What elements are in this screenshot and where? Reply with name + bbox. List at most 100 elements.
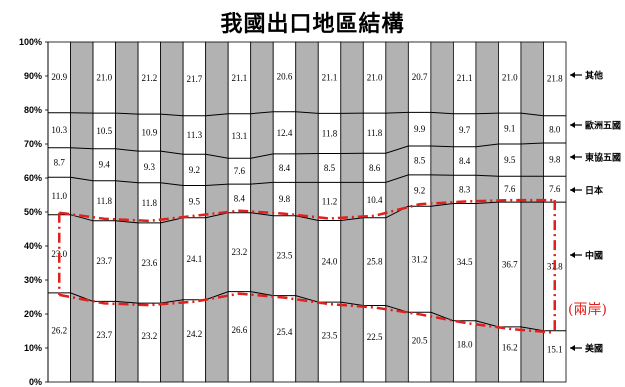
value-labels-layer: 26.2 23.7 23.2 24.2 26.6 25.4 23.5 22.5 20.5 18.0… — [51, 72, 563, 355]
value-label: 11.2 — [322, 196, 337, 206]
value-label: 23.2 — [141, 331, 157, 341]
y-tick-label: 30% — [24, 275, 42, 285]
value-label: 9.3 — [144, 162, 156, 172]
y-tick-label: 100% — [19, 37, 42, 47]
bar-17 — [430, 41, 454, 383]
y-tick-label: 80% — [24, 105, 42, 115]
y-tick-label: 0% — [29, 377, 42, 387]
value-label: 24.2 — [187, 329, 203, 339]
boundary-line-日本 — [48, 174, 566, 186]
y-tick-label: 10% — [24, 343, 42, 353]
annotation-bottom-line — [59, 292, 555, 334]
value-label: 9.2 — [414, 186, 425, 196]
value-label: 26.2 — [51, 326, 67, 336]
value-label: 23.6 — [141, 258, 157, 268]
value-label: 11.8 — [97, 196, 113, 206]
value-label: 9.9 — [414, 124, 426, 134]
legend-label: 東協五國 — [585, 152, 621, 164]
boundary-lines-layer — [48, 111, 566, 332]
y-tick-label: 40% — [24, 241, 42, 251]
legend-label: 美國 — [585, 343, 603, 355]
bar-11 — [295, 41, 319, 383]
value-label: 21.0 — [502, 72, 518, 82]
value-label: 7.6 — [549, 184, 561, 194]
value-label: 11.8 — [367, 128, 383, 138]
value-label: 8.4 — [459, 156, 471, 166]
y-axis: 0% 10% 20% 30% 40% 50% 60% 70% 80% 90% 100% — [19, 37, 49, 387]
boundary-line-美國 — [48, 291, 566, 332]
legend-arrow-head — [570, 187, 575, 193]
annotation-top-line — [59, 198, 555, 223]
value-label: 20.5 — [412, 335, 428, 345]
value-label: 23.7 — [96, 256, 112, 266]
bars-layer — [47, 41, 567, 383]
value-label: 13.1 — [232, 131, 248, 141]
value-label: 20.7 — [412, 72, 428, 82]
value-label: 9.8 — [279, 194, 291, 204]
value-label: 9.7 — [459, 125, 471, 135]
value-label: 36.7 — [502, 260, 518, 270]
value-label: 11.8 — [142, 198, 158, 208]
value-label: 10.5 — [96, 126, 112, 136]
value-label: 22.5 — [367, 332, 383, 342]
value-label: 10.3 — [51, 125, 67, 135]
value-label: 21.8 — [547, 74, 563, 84]
chart-title: 我國出口地區結構 — [220, 12, 405, 37]
value-label: 11.0 — [52, 191, 68, 201]
value-label: 8.5 — [414, 155, 426, 165]
y-tick-label: 20% — [24, 309, 42, 319]
annotation-layer: (兩岸) — [58, 198, 607, 334]
bar-1 — [70, 41, 94, 383]
value-label: 23.5 — [322, 330, 338, 340]
value-label: 7.6 — [234, 166, 246, 176]
bar-13 — [340, 41, 364, 383]
value-label: 24.0 — [322, 256, 338, 266]
value-label: 9.5 — [189, 197, 201, 207]
value-label: 23.5 — [277, 251, 293, 261]
value-label: 9.8 — [549, 155, 561, 165]
value-label: 25.8 — [367, 257, 383, 267]
value-label: 16.2 — [502, 343, 518, 353]
value-label: 23.7 — [96, 330, 112, 340]
value-label: 23.2 — [232, 247, 248, 257]
value-label: 20.9 — [51, 72, 67, 82]
value-label: 21.1 — [322, 73, 338, 83]
bar-16 — [407, 41, 432, 383]
value-label: 9.2 — [189, 165, 200, 175]
value-label: 21.2 — [141, 73, 157, 83]
value-label: 7.6 — [504, 184, 516, 194]
legend-arrow-head — [570, 154, 575, 160]
legend-arrow-head — [570, 345, 575, 351]
value-label: 34.5 — [457, 257, 473, 267]
legend-label: 日本 — [585, 185, 604, 197]
value-label: 21.1 — [232, 73, 248, 83]
legend-label: 歐洲五國 — [585, 120, 621, 132]
boundary-line-東協五國 — [48, 142, 566, 159]
bar-22 — [543, 41, 567, 383]
legend-arrow-head — [570, 252, 575, 258]
value-label: 11.3 — [187, 130, 203, 140]
value-label: 20.6 — [277, 72, 293, 82]
legend-arrow-head — [570, 122, 575, 128]
y-tick-label: 50% — [24, 207, 42, 217]
value-label: 25.4 — [277, 327, 293, 337]
value-label: 21.7 — [187, 74, 203, 84]
bar-20 — [498, 41, 522, 383]
value-label: 9.5 — [504, 155, 516, 165]
legend-label: 其他 — [585, 70, 603, 82]
value-label: 24.1 — [187, 254, 203, 264]
value-label: 8.3 — [459, 184, 471, 194]
value-label: 18.0 — [457, 340, 473, 350]
value-label: 8.5 — [324, 163, 336, 173]
legend-label: 中國 — [585, 250, 603, 262]
value-label: 21.1 — [457, 73, 473, 83]
value-label: 8.4 — [234, 193, 246, 203]
y-tick-label: 60% — [24, 173, 42, 183]
value-label: 8.0 — [549, 124, 561, 134]
bar-19 — [475, 41, 499, 383]
value-label: 21.0 — [96, 72, 112, 82]
value-label: 10.4 — [367, 195, 383, 205]
value-label: 12.4 — [277, 128, 293, 138]
boundary-line-歐洲五國 — [48, 111, 566, 117]
bar-5 — [160, 41, 184, 383]
